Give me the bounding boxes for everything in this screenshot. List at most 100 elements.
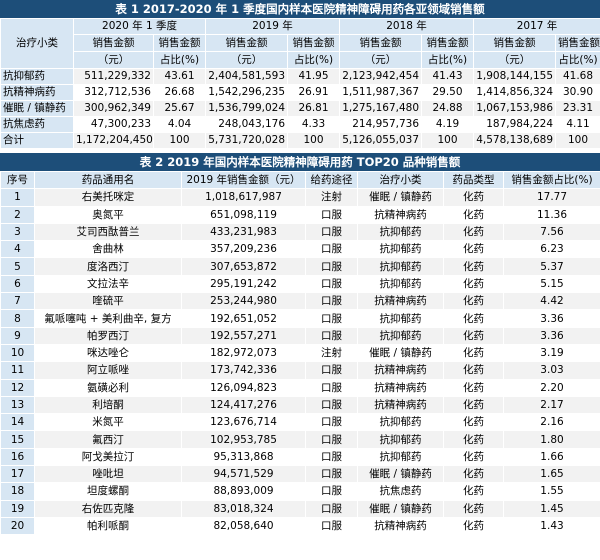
amount-unit: （元） <box>473 51 557 69</box>
category-cell: 催眠 / 镇静药 <box>357 499 444 518</box>
drug-name-cell: 氨磺必利 <box>34 378 182 397</box>
table-row: 19 右佐匹克隆 83,018,324 口服 催眠 / 镇静药 化药 1.45 <box>0 499 600 518</box>
amount-unit: （元） <box>339 51 423 69</box>
amount-header: 销售金额 <box>205 34 289 52</box>
sales-share-cell: 1.80 <box>503 430 600 449</box>
rank-cell: 2 <box>0 205 35 224</box>
table-row: 抗焦虑药 47,300,233 4.04 248,043,176 4.33 214,957… <box>0 116 600 133</box>
table-row: 5 度洛西汀 307,653,872 口服 抗抑郁药 化药 5.37 <box>0 257 600 276</box>
sales-share-cell: 3.36 <box>503 309 600 328</box>
category-cell: 抗抑郁药 <box>357 257 444 276</box>
column-header: 销售金额占比(%) <box>503 170 600 190</box>
route-cell: 口服 <box>305 499 358 518</box>
route-cell: 口服 <box>305 292 358 311</box>
table1-title: 表 1 2017-2020 年 1 季度国内样本医院精神障碍用药各亚领域销售额 <box>0 0 600 18</box>
period-header: 2019 年 <box>205 18 341 35</box>
category-cell: 抗精神病药 <box>357 205 444 224</box>
sales-share-cell: 4.19 <box>421 116 475 133</box>
sales-amount-cell: 182,972,073 <box>181 343 306 363</box>
rank-cell: 5 <box>0 257 35 276</box>
sales-share-cell: 41.95 <box>287 68 341 85</box>
drug-type-cell: 化药 <box>443 274 504 294</box>
column-header: 序号 <box>0 170 35 190</box>
rank-cell: 14 <box>0 413 35 432</box>
drug-name-cell: 阿立哌唑 <box>34 361 182 380</box>
table2: 序号 药品通用名 2019 年销售金额（元） 给药途径 治疗小类 药品类型 销售金额占比(%… <box>0 170 600 536</box>
sales-amount-cell: 2,123,942,454 <box>339 68 423 85</box>
share-header: 销售金额 <box>555 34 600 52</box>
category-label: 抗焦虑药 <box>0 116 74 133</box>
table-row: 11 阿立哌唑 173,742,336 口服 抗精神病药 化药 3.03 <box>0 361 600 380</box>
drug-type-cell: 化药 <box>443 257 504 276</box>
drug-name-cell: 唑吡坦 <box>34 465 182 484</box>
drug-name-cell: 舍曲林 <box>34 240 182 259</box>
sales-share-cell: 25.67 <box>152 100 207 117</box>
share-unit: 占比(%) <box>152 51 207 69</box>
sales-share-cell: 2.20 <box>503 378 600 397</box>
route-cell: 口服 <box>305 309 358 328</box>
sales-amount-cell: 1,908,144,155 <box>473 68 557 85</box>
sales-share-cell: 100 <box>287 132 341 149</box>
share-header: 销售金额 <box>421 34 475 52</box>
category-cell: 催眠 / 镇静药 <box>357 465 444 484</box>
sales-share-cell: 100 <box>421 132 475 149</box>
rank-cell: 3 <box>0 222 35 242</box>
route-cell: 口服 <box>305 222 358 242</box>
category-cell: 抗抑郁药 <box>357 240 444 259</box>
drug-name-cell: 右佐匹克隆 <box>34 499 182 518</box>
sales-amount-cell: 248,043,176 <box>205 116 289 133</box>
sales-share-cell: 23.31 <box>555 100 600 117</box>
share-header: 销售金额 <box>152 34 207 52</box>
drug-name-cell: 奥氮平 <box>34 205 182 224</box>
sales-share-cell: 4.42 <box>503 292 600 311</box>
sales-share-cell: 4.04 <box>152 116 207 133</box>
route-cell: 口服 <box>305 257 358 276</box>
sales-share-cell: 3.36 <box>503 326 600 345</box>
sales-amount-cell: 214,957,736 <box>339 116 423 133</box>
category-label: 合计 <box>0 132 74 149</box>
sales-amount-cell: 511,229,332 <box>73 68 154 85</box>
route-cell: 注射 <box>305 343 358 363</box>
drug-name-cell: 坦度螺酮 <box>34 482 182 501</box>
category-cell: 抗精神病药 <box>357 378 444 397</box>
table-row: 13 利培酮 124,417,276 口服 抗精神病药 化药 2.17 <box>0 395 600 415</box>
period-header: 2020 年 1 季度 <box>72 18 207 35</box>
period-header: 2017 年 <box>473 18 600 35</box>
sales-amount-cell: 83,018,324 <box>181 499 306 518</box>
table-row: 10 咪达唑仑 182,972,073 注射 催眠 / 镇静药 化药 3.19 <box>0 343 600 363</box>
sales-amount-cell: 173,742,336 <box>181 361 306 380</box>
drug-type-cell: 化药 <box>443 205 504 224</box>
route-cell: 口服 <box>305 205 358 224</box>
rank-cell: 12 <box>0 378 35 397</box>
drug-name-cell: 度洛西汀 <box>34 257 182 276</box>
route-cell: 口服 <box>305 465 358 484</box>
sales-amount-cell: 95,313,868 <box>181 447 306 467</box>
drug-name-cell: 文拉法辛 <box>34 274 182 294</box>
rank-cell: 7 <box>0 292 35 311</box>
sales-amount-cell: 253,244,980 <box>181 292 306 311</box>
category-cell: 抗抑郁药 <box>357 222 444 242</box>
sales-share-cell: 7.56 <box>503 222 600 242</box>
sales-amount-cell: 192,557,271 <box>181 326 306 345</box>
sales-amount-cell: 124,417,276 <box>181 395 306 415</box>
table-row: 3 艾司西酞普兰 433,231,983 口服 抗抑郁药 化药 7.56 <box>0 222 600 242</box>
route-cell: 口服 <box>305 274 358 294</box>
drug-name-cell: 氟哌噻吨 + 美利曲辛, 复方 <box>34 309 182 328</box>
period-header: 2018 年 <box>339 18 475 35</box>
drug-type-cell: 化药 <box>443 292 504 311</box>
drug-type-cell: 化药 <box>443 326 504 345</box>
column-header: 给药途径 <box>305 170 358 190</box>
drug-type-cell: 化药 <box>443 222 504 242</box>
sales-amount-cell: 357,209,236 <box>181 240 306 259</box>
amount-header: 销售金额 <box>73 34 154 52</box>
rank-cell: 15 <box>0 430 35 449</box>
drug-type-cell: 化药 <box>443 378 504 397</box>
rank-cell: 9 <box>0 326 35 345</box>
sales-amount-cell: 94,571,529 <box>181 465 306 484</box>
drug-type-cell: 化药 <box>443 240 504 259</box>
sales-share-cell: 17.77 <box>503 188 600 207</box>
sales-amount-cell: 433,231,983 <box>181 222 306 242</box>
table-row: 14 米氮平 123,676,714 口服 抗抑郁药 化药 2.16 <box>0 413 600 432</box>
table-row: 18 坦度螺酮 88,893,009 口服 抗焦虑药 化药 1.55 <box>0 482 600 501</box>
category-cell: 抗抑郁药 <box>357 430 444 449</box>
